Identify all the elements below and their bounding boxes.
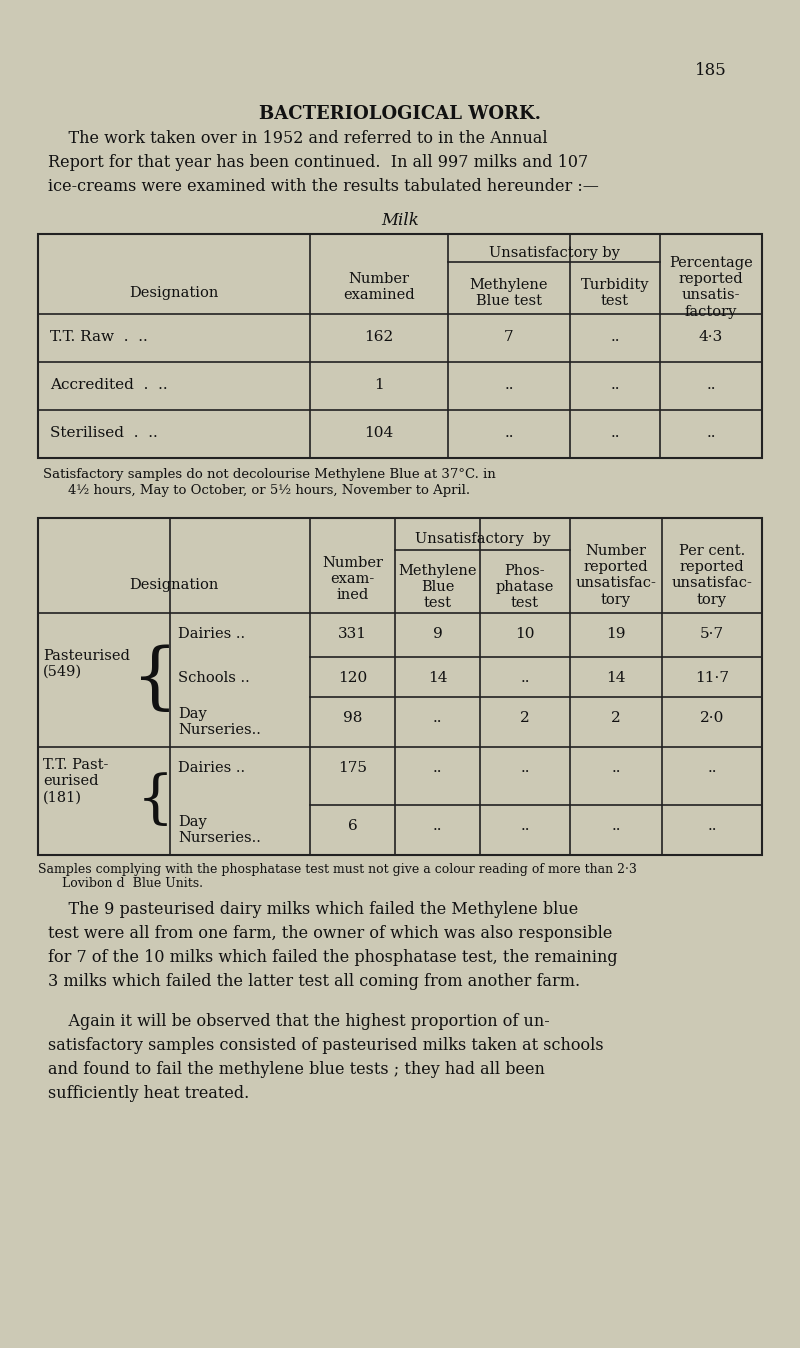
- Text: 11·7: 11·7: [695, 671, 729, 685]
- Text: sufficiently heat treated.: sufficiently heat treated.: [48, 1085, 250, 1103]
- Text: ..: ..: [706, 426, 716, 439]
- Text: ..: ..: [433, 820, 442, 833]
- Text: Samples complying with the phosphatase test must not give a colour reading of mo: Samples complying with the phosphatase t…: [38, 863, 637, 876]
- Text: and found to fail the methylene blue tests ; they had all been: and found to fail the methylene blue tes…: [48, 1061, 545, 1078]
- Text: Number
reported
unsatisfac-
tory: Number reported unsatisfac- tory: [575, 545, 657, 607]
- Text: 14: 14: [606, 671, 626, 685]
- Text: ..: ..: [520, 762, 530, 775]
- Text: Percentage
reported
unsatis-
factory: Percentage reported unsatis- factory: [669, 256, 753, 318]
- Text: ..: ..: [707, 762, 717, 775]
- Text: 7: 7: [504, 330, 514, 344]
- Text: 4·3: 4·3: [699, 330, 723, 344]
- Text: Report for that year has been continued.  In all 997 milks and 107: Report for that year has been continued.…: [48, 154, 588, 171]
- Text: 19: 19: [606, 627, 626, 642]
- Text: ..: ..: [611, 820, 621, 833]
- Text: Number
exam-
ined: Number exam- ined: [322, 555, 383, 603]
- Text: ..: ..: [706, 377, 716, 392]
- Text: 162: 162: [364, 330, 394, 344]
- Text: 2·0: 2·0: [700, 710, 724, 725]
- Text: ice-creams were examined with the results tabulated hereunder :—: ice-creams were examined with the result…: [48, 178, 599, 195]
- Text: Pasteurised
(549): Pasteurised (549): [43, 648, 130, 679]
- Text: Phos-
phatase
test: Phos- phatase test: [496, 563, 554, 611]
- Text: 331: 331: [338, 627, 367, 642]
- Text: 10: 10: [515, 627, 534, 642]
- Text: Unsatisfactory by: Unsatisfactory by: [489, 245, 619, 260]
- Text: Sterilised  .  ..: Sterilised . ..: [50, 426, 158, 439]
- Text: 9: 9: [433, 627, 442, 642]
- Text: ..: ..: [520, 671, 530, 685]
- Text: Day
Nurseries..: Day Nurseries..: [178, 816, 261, 845]
- Text: Milk: Milk: [381, 212, 419, 229]
- Text: ..: ..: [610, 330, 620, 344]
- Text: 1: 1: [374, 377, 384, 392]
- Text: Again it will be observed that the highest proportion of un-: Again it will be observed that the highe…: [48, 1012, 550, 1030]
- Text: Satisfactory samples do not decolourise Methylene Blue at 37°C. in: Satisfactory samples do not decolourise …: [43, 468, 496, 481]
- Bar: [38, 518, 762, 855]
- Text: Lovibon d  Blue Units.: Lovibon d Blue Units.: [54, 878, 203, 890]
- Text: ..: ..: [433, 710, 442, 725]
- Text: test were all from one farm, the owner of which was also responsible: test were all from one farm, the owner o…: [48, 925, 612, 942]
- Text: 104: 104: [364, 426, 394, 439]
- Text: Day
Nurseries..: Day Nurseries..: [178, 706, 261, 737]
- Text: Schools ..: Schools ..: [178, 671, 250, 685]
- Text: satisfactory samples consisted of pasteurised milks taken at schools: satisfactory samples consisted of pasteu…: [48, 1037, 604, 1054]
- Text: 175: 175: [338, 762, 367, 775]
- Text: ..: ..: [433, 762, 442, 775]
- Text: Dairies ..: Dairies ..: [178, 762, 245, 775]
- Text: BACTERIOLOGICAL WORK.: BACTERIOLOGICAL WORK.: [259, 105, 541, 123]
- Text: 185: 185: [695, 62, 726, 80]
- Text: 2: 2: [520, 710, 530, 725]
- Text: The work taken over in 1952 and referred to in the Annual: The work taken over in 1952 and referred…: [48, 129, 548, 147]
- Text: 98: 98: [343, 710, 362, 725]
- Text: Unsatisfactory  by: Unsatisfactory by: [414, 532, 550, 546]
- Text: ..: ..: [520, 820, 530, 833]
- Text: {: {: [137, 772, 174, 829]
- Text: ..: ..: [611, 762, 621, 775]
- Text: 5·7: 5·7: [700, 627, 724, 642]
- Text: 120: 120: [338, 671, 367, 685]
- Text: ..: ..: [504, 426, 514, 439]
- Text: Turbidity
test: Turbidity test: [581, 278, 650, 309]
- Text: 3 milks which failed the latter test all coming from another farm.: 3 milks which failed the latter test all…: [48, 973, 580, 989]
- Text: ..: ..: [504, 377, 514, 392]
- Text: 4½ hours, May to October, or 5½ hours, November to April.: 4½ hours, May to October, or 5½ hours, N…: [68, 484, 470, 497]
- Text: 14: 14: [428, 671, 447, 685]
- Text: 2: 2: [611, 710, 621, 725]
- Text: ..: ..: [610, 426, 620, 439]
- Text: ..: ..: [707, 820, 717, 833]
- Text: T.T. Past-
eurised
(181): T.T. Past- eurised (181): [43, 758, 108, 805]
- Text: Per cent.
reported
unsatisfac-
tory: Per cent. reported unsatisfac- tory: [671, 545, 753, 607]
- Text: Designation: Designation: [130, 286, 218, 301]
- Text: Accredited  .  ..: Accredited . ..: [50, 377, 168, 392]
- Text: for 7 of the 10 milks which failed the phosphatase test, the remaining: for 7 of the 10 milks which failed the p…: [48, 949, 618, 967]
- Text: Dairies ..: Dairies ..: [178, 627, 245, 642]
- Text: The 9 pasteurised dairy milks which failed the Methylene blue: The 9 pasteurised dairy milks which fail…: [48, 900, 578, 918]
- Text: Number
examined: Number examined: [343, 272, 415, 302]
- Text: {: {: [132, 644, 178, 716]
- Text: T.T. Raw  .  ..: T.T. Raw . ..: [50, 330, 148, 344]
- Text: Methylene
Blue
test: Methylene Blue test: [398, 563, 477, 611]
- Text: Methylene
Blue test: Methylene Blue test: [470, 278, 548, 309]
- Bar: [38, 235, 762, 458]
- Text: 6: 6: [348, 820, 358, 833]
- Text: Designation: Designation: [130, 578, 218, 592]
- Text: ..: ..: [610, 377, 620, 392]
